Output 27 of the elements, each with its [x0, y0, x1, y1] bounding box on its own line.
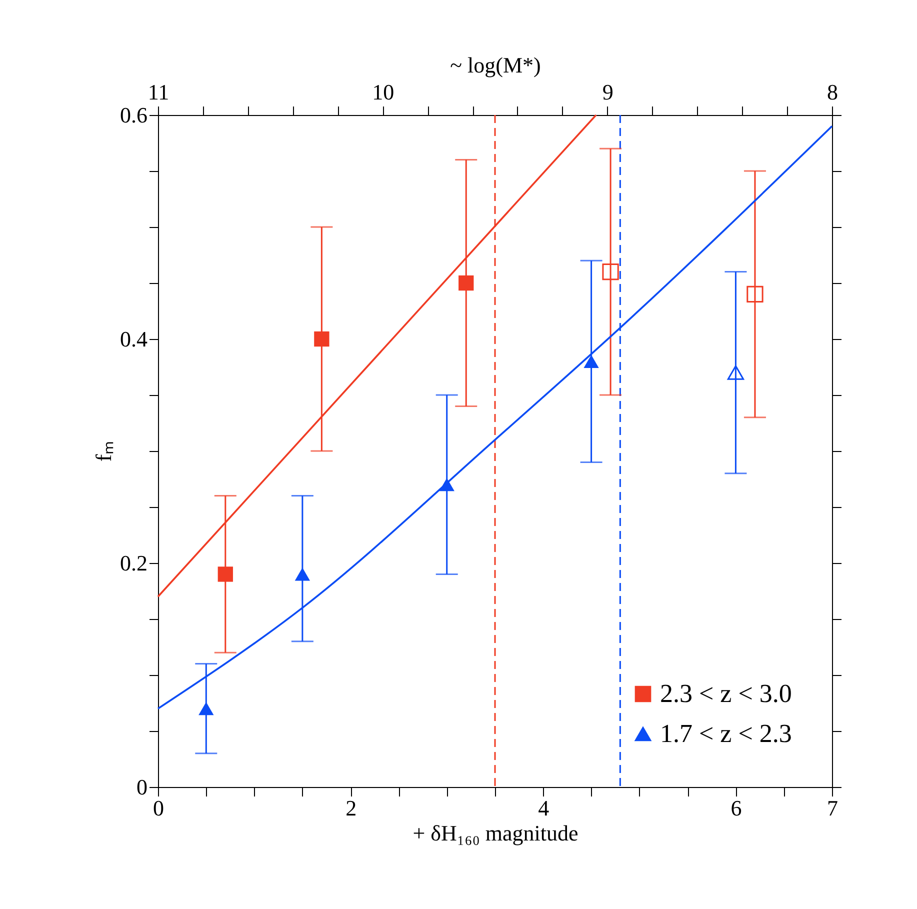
point: [602, 263, 619, 280]
x-axis-title: + δH₁₆₀ magnitude: [412, 820, 578, 846]
x2-tick-label: 8: [827, 80, 838, 104]
point: [727, 365, 744, 380]
x2-axis-title: ~ log(M*): [450, 52, 541, 78]
x-tick-label: 6: [730, 796, 742, 820]
y-axis-title: fₘ: [91, 441, 116, 462]
x2-tick-label: 10: [372, 80, 394, 104]
point: [314, 331, 330, 347]
y-tick-label: 0.4: [120, 326, 148, 352]
point: [218, 566, 233, 582]
y-tick-label: 0.2: [120, 550, 148, 576]
x2-tick-label: 9: [602, 80, 614, 104]
y-tick-label: 0: [136, 774, 148, 800]
x-tick-label: 0: [153, 796, 164, 820]
point: [458, 275, 474, 291]
point: [294, 568, 310, 581]
legend-label: 2.3 < z < 3.0: [660, 679, 792, 708]
y-tick-label: 0.6: [120, 102, 148, 128]
legend-label: 1.7 < z < 2.3: [660, 719, 792, 748]
x-tick-label: 4: [538, 796, 550, 820]
point: [584, 354, 599, 368]
x-tick-label: 2: [346, 796, 357, 820]
x-tick-label: 7: [827, 796, 838, 820]
x2-tick-label: 11: [148, 80, 170, 104]
point: [198, 702, 214, 716]
point: [746, 286, 764, 303]
